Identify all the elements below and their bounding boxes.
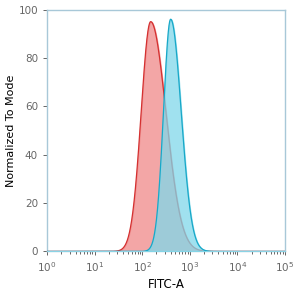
Y-axis label: Normalized To Mode: Normalized To Mode	[6, 74, 16, 187]
X-axis label: FITC-A: FITC-A	[148, 279, 184, 291]
